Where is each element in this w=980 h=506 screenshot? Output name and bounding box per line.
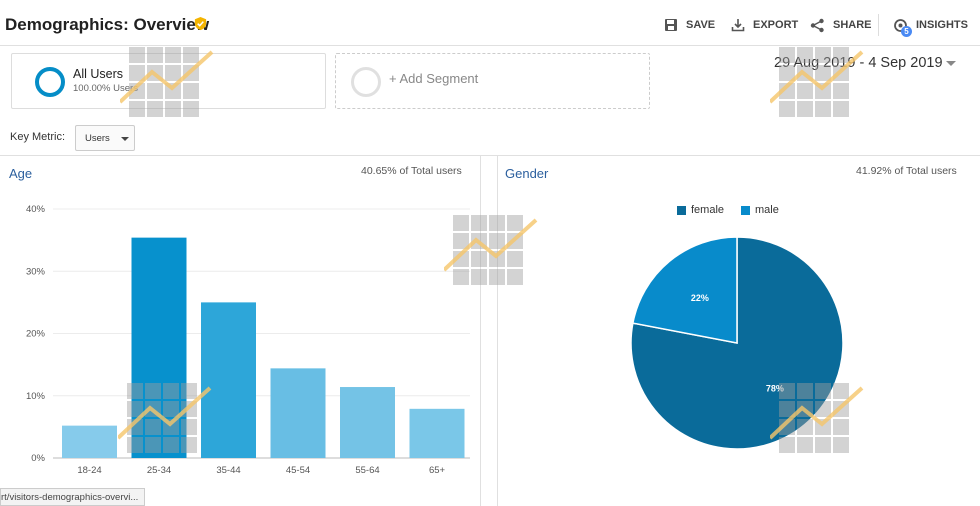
panel-divider-right [497,156,498,506]
watermark-chart-icon [770,383,864,453]
x-tick-label: 55-64 [355,465,379,476]
segment-all-users[interactable]: All Users 100.00% Users [11,53,326,109]
save-label: SAVE [686,19,716,31]
export-icon [731,19,745,32]
age-panel-note: 40.65% of Total users [361,165,462,177]
x-tick-label: 25-34 [147,465,171,476]
age-panel-title[interactable]: Age [9,166,33,181]
x-tick-label: 35-44 [216,465,240,476]
key-metric-value: Users [85,133,110,144]
bar-55-64 [340,387,395,458]
save-icon [665,19,677,31]
segment-percent: 100.00% Users [73,83,138,94]
add-segment-ring-icon [351,67,381,97]
watermark-chart-icon [770,47,864,117]
key-metric-label: Key Metric: [10,131,66,143]
insights-button[interactable]: INSIGHTS [893,17,968,33]
bar-25-34 [131,237,187,458]
gender-panel-title[interactable]: Gender [505,166,549,181]
y-tick-label: 30% [26,266,46,277]
share-button[interactable]: SHARE [810,17,872,33]
add-segment-button[interactable]: + Add Segment [335,53,650,109]
export-button[interactable]: EXPORT [731,17,798,33]
segment-ring-icon [35,67,65,97]
gender-pie-chart: 78% 22% [630,236,844,450]
page-title: Demographics: Overview [5,15,210,34]
insights-label: INSIGHTS [916,19,968,31]
add-segment-label: + Add Segment [389,71,479,86]
date-range-picker[interactable]: 29 Aug 2019 - 4 Sep 2019 [774,55,943,71]
bar-35-44 [201,302,256,458]
pie-slice-male [631,236,738,344]
bar-18-24 [62,425,117,458]
watermark-chart-icon [120,47,214,117]
pie-label-female: 78% [766,384,784,394]
panels-top-border [0,155,980,156]
date-range-caret-icon[interactable] [946,61,956,66]
panel-divider [480,156,481,506]
legend-female[interactable]: female [677,204,724,216]
y-tick-label: 0% [31,453,45,464]
status-url-tooltip: rt/visitors-demographics-overvi... [0,488,146,506]
segment-name: All Users [73,67,124,81]
x-tick-label: 65+ [429,465,446,476]
x-tick-label: 45-54 [286,465,310,476]
save-button[interactable]: SAVE [664,17,715,33]
legend-swatch-male [741,205,750,215]
watermark-chart-icon [444,215,538,285]
bar-65+ [409,408,465,458]
export-label: EXPORT [753,19,799,31]
x-tick-label: 18-24 [77,465,101,476]
bar-45-54 [270,368,326,458]
watermark-chart-icon [118,383,212,453]
legend-male[interactable]: male [741,204,779,216]
pie-label-male: 22% [691,293,709,303]
verified-shield-icon [194,16,207,31]
y-tick-label: 20% [26,329,46,340]
legend-swatch-female [677,205,686,215]
insights-icon [894,18,907,32]
y-tick-label: 40% [26,204,46,215]
share-label: SHARE [833,19,872,31]
age-bar-chart: 0% 10% 20% 30% 40% 18-24 25-34 35-44 45-54 55-64 6… [26,204,470,476]
insights-count-badge: 5 [901,26,912,37]
legend-label-female: female [691,204,725,216]
share-icon [810,18,824,32]
report-header: Demographics: Overview SAVE EXPORT SHARE [0,0,980,46]
legend-label-male: male [755,204,779,216]
key-metric-dropdown[interactable]: Users [75,125,135,151]
y-tick-label: 10% [26,391,46,402]
gender-panel-note: 41.92% of Total users [856,165,957,177]
dropdown-caret-icon [121,137,129,141]
toolbar-divider [878,14,879,36]
